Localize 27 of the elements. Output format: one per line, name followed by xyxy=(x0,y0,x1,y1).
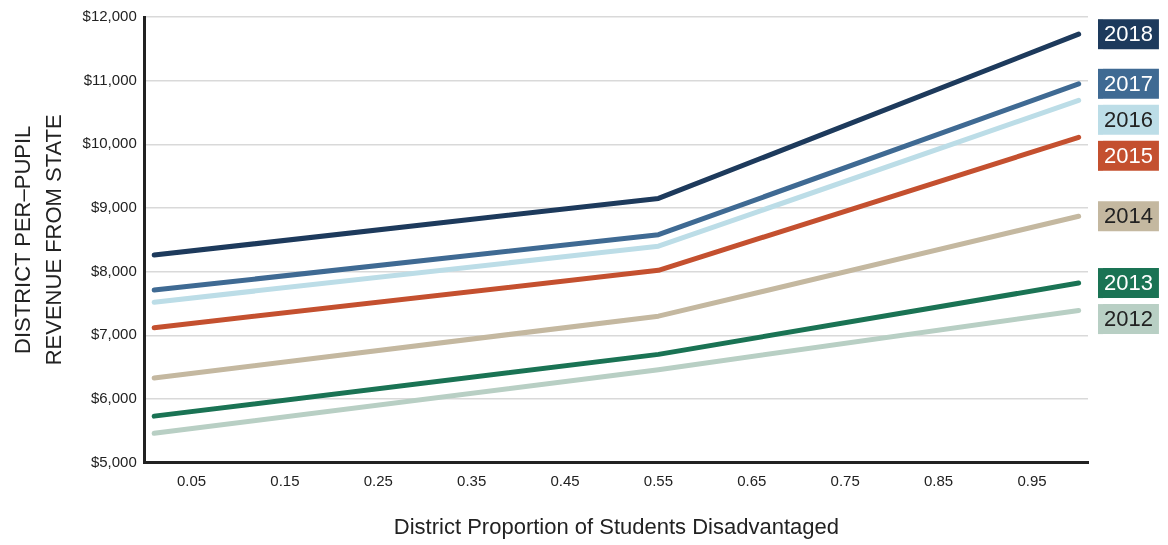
x-tick-label: 0.45 xyxy=(550,471,580,489)
y-tick-label: $9,000 xyxy=(90,198,137,216)
x-tick-label: 0.15 xyxy=(270,471,300,489)
legend-label: 2017 xyxy=(1104,70,1153,96)
legend-label: 2014 xyxy=(1104,203,1153,229)
x-tick-label: 0.85 xyxy=(923,471,954,489)
x-tick-label: 0.05 xyxy=(176,471,207,489)
x-tick-label: 0.55 xyxy=(643,471,674,489)
x-tick-label: 0.25 xyxy=(363,471,393,489)
y-axis-title: DISTRICT PER–PUPIL REVENUE FROM STATE xyxy=(10,114,67,366)
legend-label: 2018 xyxy=(1104,21,1153,47)
x-tick-label: 0.65 xyxy=(737,471,767,489)
legend-label: 2015 xyxy=(1104,142,1153,168)
legend-label: 2016 xyxy=(1104,106,1153,132)
x-tick-label: 0.35 xyxy=(457,471,487,489)
x-axis-title: District Proportion of Students Disadvantaged xyxy=(393,513,839,539)
y-tick-label: $12,000 xyxy=(82,7,137,25)
legend-label: 2013 xyxy=(1104,270,1153,296)
x-tick-label: 0.95 xyxy=(1017,471,1047,489)
legend-label: 2012 xyxy=(1104,306,1153,332)
y-tick-label: $8,000 xyxy=(90,261,137,279)
y-tick-label: $5,000 xyxy=(90,452,137,470)
x-tick-label: 0.75 xyxy=(830,471,860,489)
y-tick-label: $7,000 xyxy=(90,325,137,343)
y-tick-label: $10,000 xyxy=(82,134,137,152)
y-tick-label: $11,000 xyxy=(83,70,137,88)
y-tick-label: $6,000 xyxy=(90,389,137,407)
